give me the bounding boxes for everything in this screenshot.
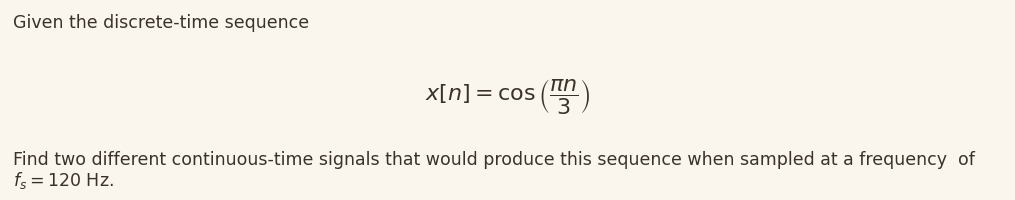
Text: Find two different continuous-time signals that would produce this sequence when: Find two different continuous-time signa…	[13, 150, 975, 168]
Text: $x[n] = \cos\left(\dfrac{\pi n}{3}\right)$: $x[n] = \cos\left(\dfrac{\pi n}{3}\right…	[424, 77, 591, 115]
Text: Given the discrete-time sequence: Given the discrete-time sequence	[13, 14, 310, 32]
Text: $f_s = 120$ Hz.: $f_s = 120$ Hz.	[13, 169, 114, 190]
